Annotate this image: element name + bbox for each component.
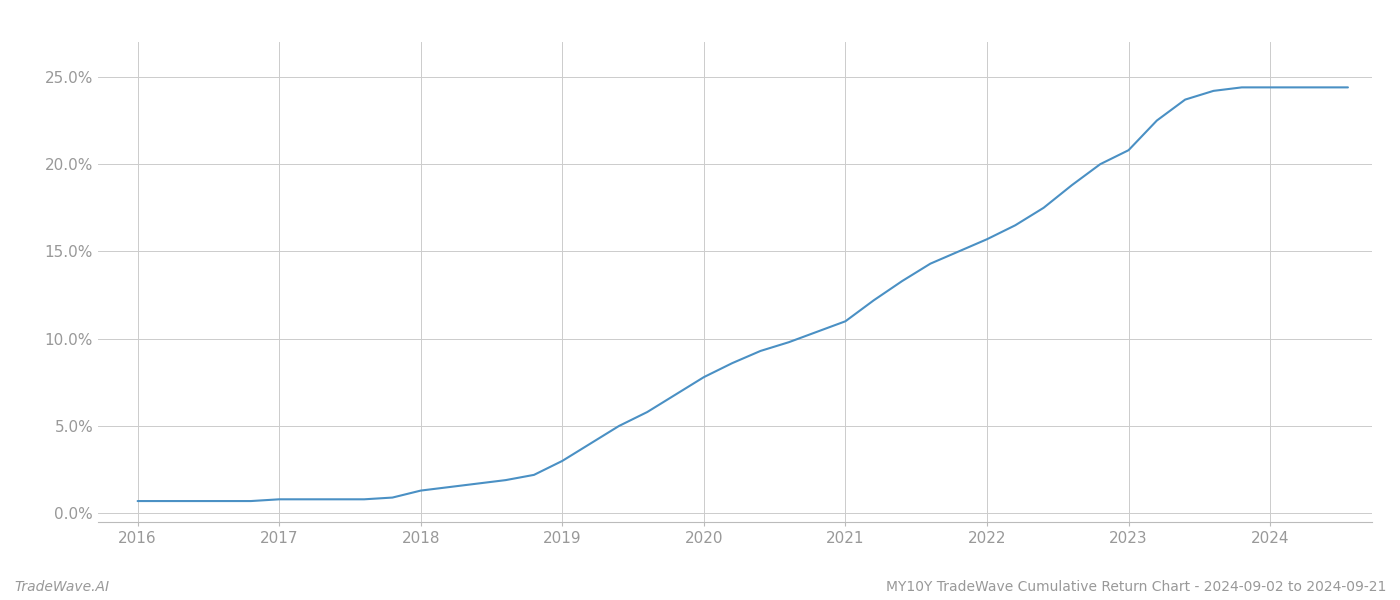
Text: TradeWave.AI: TradeWave.AI xyxy=(14,580,109,594)
Text: MY10Y TradeWave Cumulative Return Chart - 2024-09-02 to 2024-09-21: MY10Y TradeWave Cumulative Return Chart … xyxy=(886,580,1386,594)
